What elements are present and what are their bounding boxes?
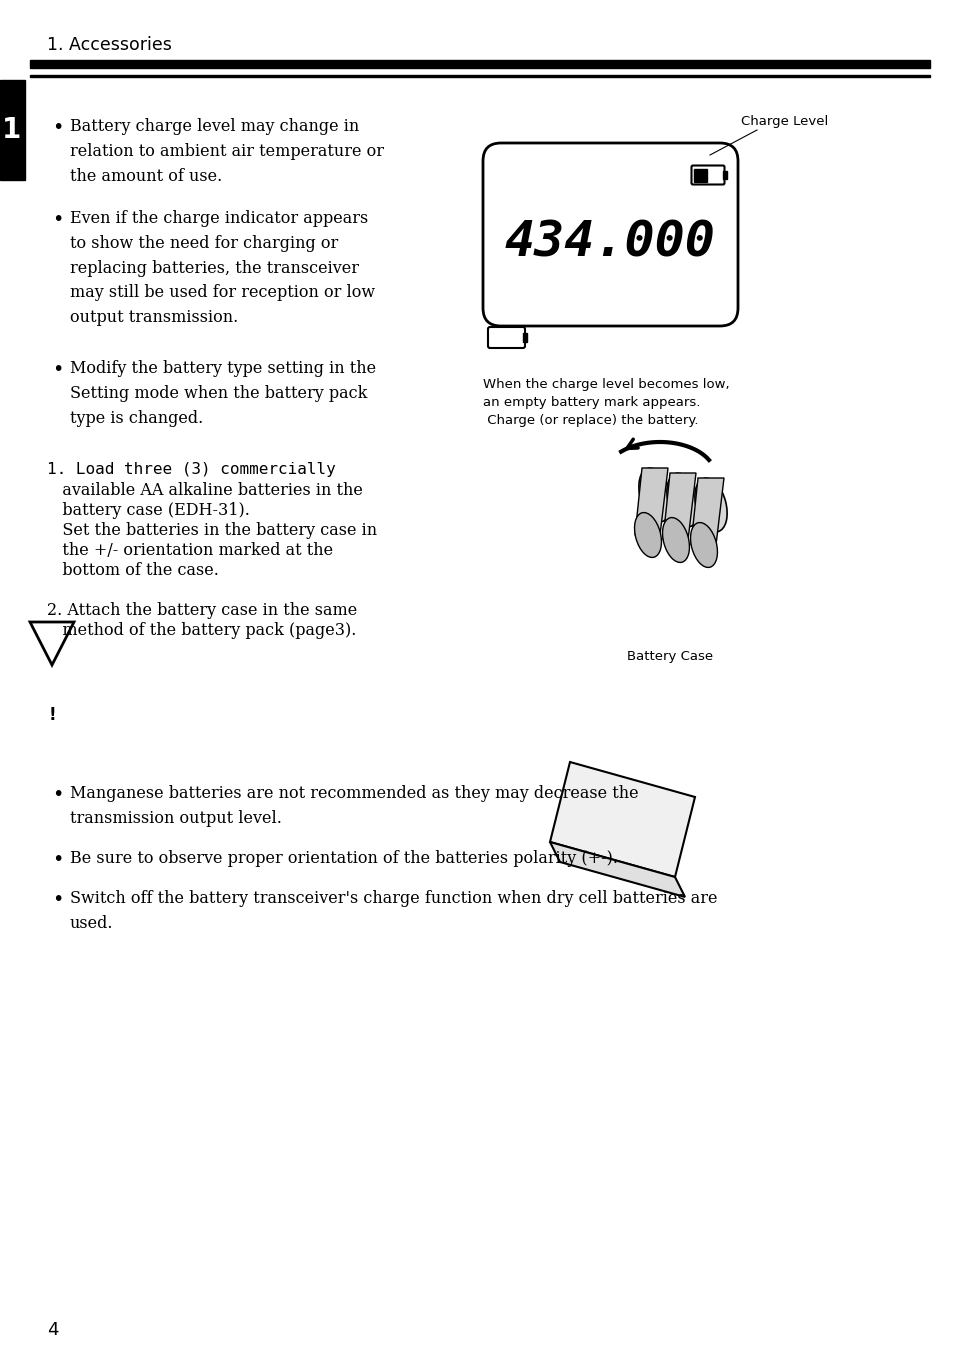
- Text: the +/- orientation marked at the: the +/- orientation marked at the: [47, 541, 333, 559]
- Text: •: •: [52, 849, 63, 868]
- Text: 434.000: 434.000: [504, 218, 715, 266]
- Text: Set the batteries in the battery case in: Set the batteries in the battery case in: [47, 522, 376, 539]
- Text: Charge Level: Charge Level: [740, 115, 828, 129]
- Text: •: •: [52, 890, 63, 909]
- Polygon shape: [662, 474, 696, 540]
- Ellipse shape: [694, 478, 726, 532]
- Bar: [522, 332, 526, 342]
- Bar: [0, 80, 25, 180]
- Text: an empty battery mark appears.: an empty battery mark appears.: [482, 396, 700, 408]
- Text: !: !: [49, 706, 56, 725]
- Text: 1: 1: [2, 115, 22, 144]
- Text: Battery Case: Battery Case: [626, 650, 712, 664]
- Text: 4: 4: [47, 1320, 58, 1339]
- FancyBboxPatch shape: [482, 142, 738, 326]
- Text: Manganese batteries are not recommended as they may decrease the
transmission ou: Manganese batteries are not recommended …: [70, 784, 638, 826]
- Polygon shape: [550, 763, 695, 877]
- Bar: [30, 60, 929, 68]
- Text: method of the battery pack (page3).: method of the battery pack (page3).: [47, 622, 356, 639]
- Polygon shape: [690, 478, 723, 546]
- Ellipse shape: [661, 517, 689, 562]
- Polygon shape: [550, 841, 684, 897]
- Text: 2. Attach the battery case in the same: 2. Attach the battery case in the same: [47, 603, 356, 619]
- Bar: [30, 75, 929, 77]
- Bar: [722, 171, 726, 179]
- Polygon shape: [635, 468, 667, 535]
- Text: Switch off the battery transceiver's charge function when dry cell batteries are: Switch off the battery transceiver's cha…: [70, 890, 717, 932]
- Ellipse shape: [639, 468, 671, 522]
- Text: Be sure to observe proper orientation of the batteries polarity (+-).: Be sure to observe proper orientation of…: [70, 849, 618, 867]
- Text: •: •: [52, 360, 63, 379]
- Ellipse shape: [690, 522, 717, 567]
- Ellipse shape: [666, 474, 699, 527]
- Text: •: •: [52, 784, 63, 803]
- Text: Even if the charge indicator appears
to show the need for charging or
replacing : Even if the charge indicator appears to …: [70, 210, 375, 326]
- Text: •: •: [52, 118, 63, 137]
- Ellipse shape: [634, 513, 660, 558]
- Text: When the charge level becomes low,: When the charge level becomes low,: [482, 379, 729, 391]
- Text: battery case (EDH-31).: battery case (EDH-31).: [47, 502, 250, 518]
- FancyBboxPatch shape: [691, 166, 723, 185]
- Text: 1. Load three (3) commercially: 1. Load three (3) commercially: [47, 461, 335, 478]
- Polygon shape: [30, 622, 74, 665]
- Text: available AA alkaline batteries in the: available AA alkaline batteries in the: [47, 482, 362, 499]
- Text: 1. Accessories: 1. Accessories: [47, 37, 172, 54]
- Text: Modify the battery type setting in the
Setting mode when the battery pack
type i: Modify the battery type setting in the S…: [70, 360, 375, 426]
- Bar: [694, 168, 707, 182]
- Text: •: •: [52, 210, 63, 229]
- FancyBboxPatch shape: [488, 327, 524, 347]
- Text: Charge (or replace) the battery.: Charge (or replace) the battery.: [482, 414, 698, 427]
- Text: bottom of the case.: bottom of the case.: [47, 562, 218, 579]
- Text: Battery charge level may change in
relation to ambient air temperature or
the am: Battery charge level may change in relat…: [70, 118, 384, 185]
